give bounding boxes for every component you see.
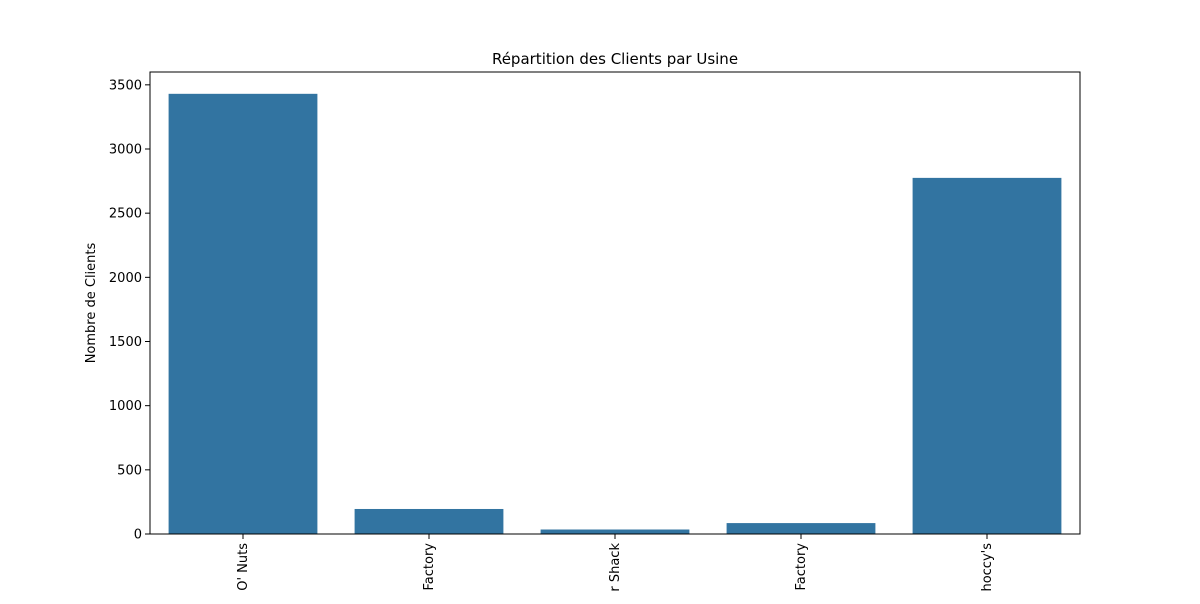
- x-tick-label: Factory: [794, 543, 809, 591]
- bar: [726, 523, 876, 534]
- y-ticks-layer: 0 500 1000 1500 2000 2500 3000 3500: [109, 78, 150, 543]
- y-tick-label: 2000: [109, 271, 142, 286]
- y-axis-label: Nombre de Clients: [84, 242, 99, 363]
- bar: [912, 177, 1062, 535]
- y-tick-label: 500: [117, 463, 142, 478]
- y-tick-label: 2500: [109, 207, 142, 222]
- y-tick-label: 0: [134, 528, 142, 543]
- x-ticks-layer: O' Nuts Factory r Shack Factory hoccy's: [236, 534, 995, 592]
- bar: [540, 529, 690, 534]
- bars-layer: [168, 93, 1062, 535]
- x-tick-label: hoccy's: [980, 543, 995, 592]
- bar: [168, 93, 318, 534]
- x-tick-label: r Shack: [608, 543, 623, 592]
- y-tick-label: 1000: [109, 399, 142, 414]
- bar: [354, 508, 504, 534]
- y-tick-label: 3500: [109, 78, 142, 93]
- x-tick-label: O' Nuts: [236, 543, 251, 591]
- chart-title: Répartition des Clients par Usine: [492, 50, 738, 68]
- plot-frame: [149, 71, 1081, 535]
- y-tick-label: 1500: [109, 335, 142, 350]
- y-tick-label: 3000: [109, 143, 142, 158]
- x-tick-label: Factory: [422, 543, 437, 591]
